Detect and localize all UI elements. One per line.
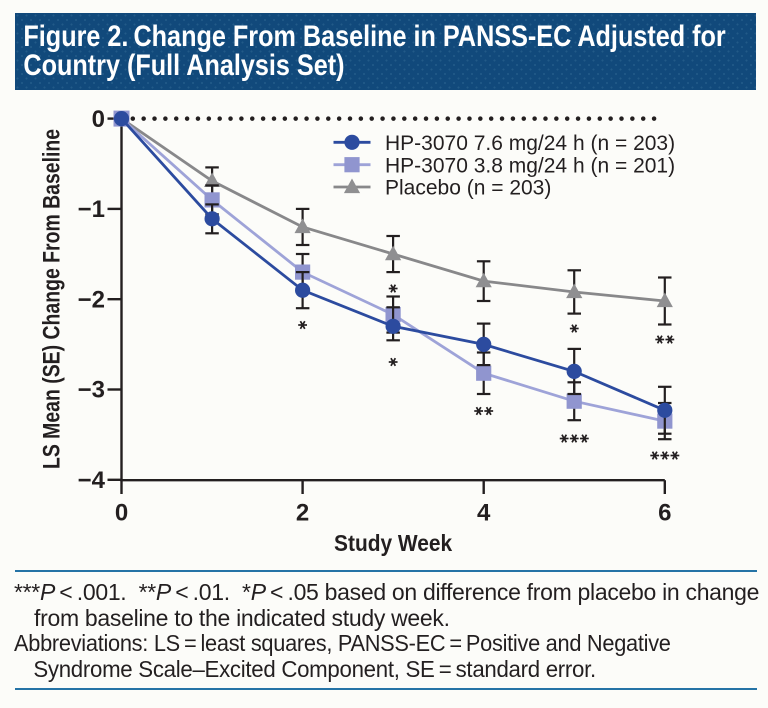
- svg-text:HP-3070 7.6 mg/24 h (n = 203): HP-3070 7.6 mg/24 h (n = 203): [385, 132, 675, 155]
- svg-text:0: 0: [115, 500, 128, 527]
- svg-text:−4: −4: [78, 467, 106, 494]
- svg-text:−1: −1: [78, 196, 105, 223]
- svg-text:6: 6: [658, 500, 671, 527]
- svg-text:4: 4: [477, 500, 491, 527]
- svg-text:0: 0: [92, 106, 105, 133]
- svg-text:2: 2: [296, 500, 309, 527]
- svg-text:−3: −3: [78, 377, 105, 404]
- svg-text:LS Mean (SE) Change From Basel: LS Mean (SE) Change From Baseline: [38, 129, 65, 469]
- svg-text:Placebo (n = 203): Placebo (n = 203): [385, 177, 551, 200]
- svg-text:Study Week: Study Week: [334, 530, 453, 556]
- svg-text:HP-3070 3.8 mg/24 h (n = 201): HP-3070 3.8 mg/24 h (n = 201): [385, 154, 675, 177]
- svg-text:−2: −2: [78, 286, 105, 313]
